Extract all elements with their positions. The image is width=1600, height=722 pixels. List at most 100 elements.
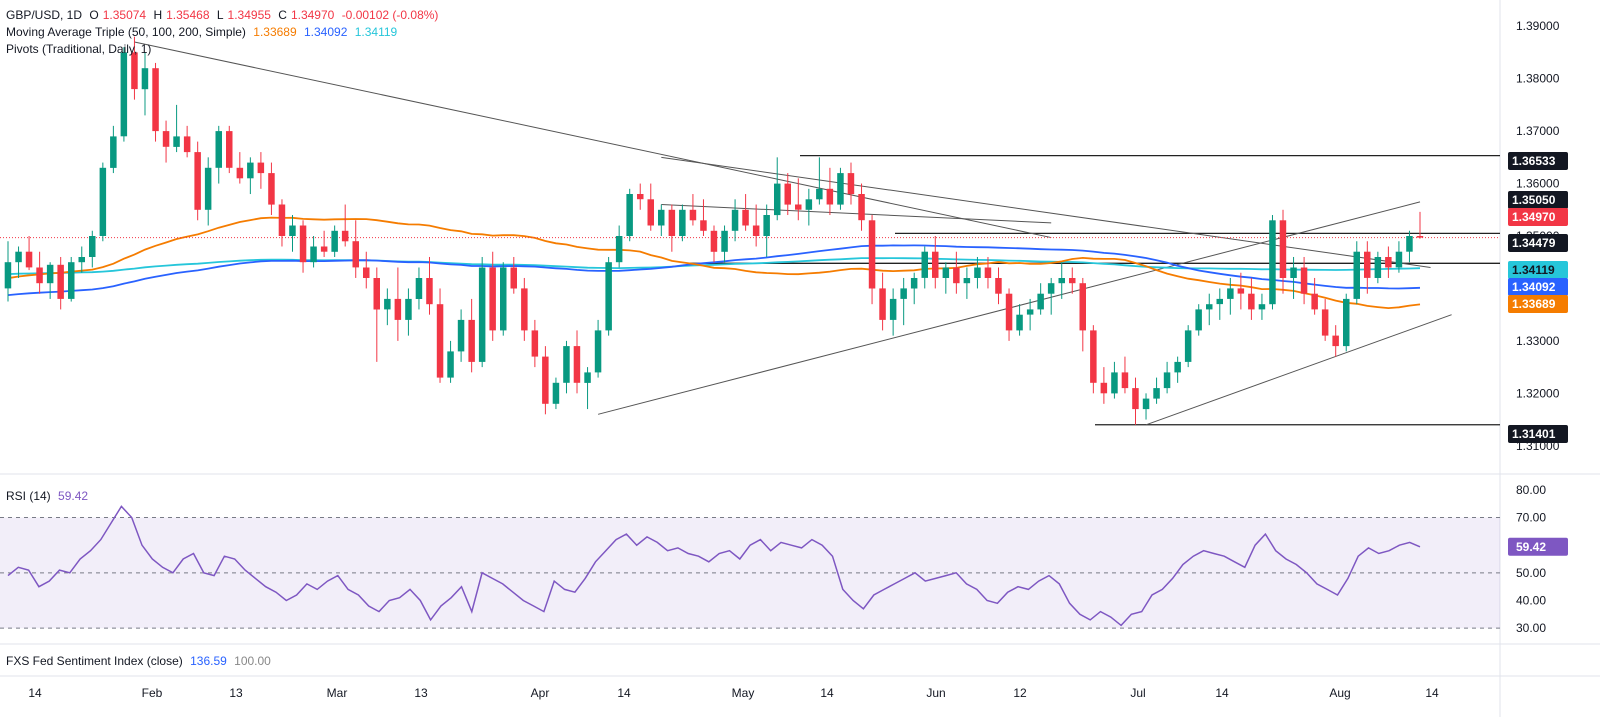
candle-body [1237, 288, 1245, 294]
candle-body [489, 267, 496, 331]
candle-body [963, 278, 971, 284]
candle-body [247, 162, 254, 179]
candle-body [4, 262, 12, 289]
candle-body [1258, 304, 1266, 310]
candle-body [299, 225, 307, 263]
ma50-line [7, 216, 1421, 310]
candle-body [1142, 398, 1150, 410]
rsi-legend: RSI (14) 59.42 [6, 489, 92, 504]
sentiment-value: 136.59 [190, 654, 227, 668]
price-label-text: 1.34970 [1512, 210, 1556, 224]
trendline-major-down [134, 41, 1052, 239]
candle-body [531, 330, 539, 357]
candle-body [1279, 220, 1287, 278]
rsi-label-box [1508, 537, 1568, 556]
candle-body [268, 173, 275, 205]
candle-body [1047, 283, 1055, 294]
candle-body [68, 262, 75, 299]
candle-body [584, 372, 591, 383]
candle-body [900, 288, 907, 299]
candle-body [1069, 278, 1076, 284]
candle-body [668, 209, 676, 236]
candle-body [1300, 267, 1308, 294]
candle-body [700, 220, 707, 231]
candle-body [1416, 236, 1424, 238]
price-label-text: 1.31401 [1512, 427, 1556, 441]
high-label: H [153, 8, 163, 22]
price-label-box [1508, 234, 1568, 252]
candle-body [1058, 278, 1065, 284]
open-value: 1.35074 [102, 8, 147, 22]
time-tick-label: 14 [820, 686, 834, 700]
sentiment-value-2: 100.00 [234, 654, 271, 668]
candle-body [1037, 293, 1044, 310]
candle-body [1269, 220, 1276, 305]
time-tick-label: Jun [926, 686, 945, 700]
candle-body [637, 194, 644, 200]
candle-body [110, 136, 117, 168]
candle-body [1111, 372, 1118, 394]
time-tick-label: 14 [1215, 686, 1229, 700]
price-label-box [1508, 208, 1568, 226]
price-label-text: 1.34119 [1512, 263, 1555, 277]
rsi-line [7, 505, 1421, 627]
price-tick-label: 1.36000 [1516, 177, 1560, 191]
candle-body [278, 204, 286, 236]
candle-body [36, 267, 43, 284]
candle-body [710, 230, 718, 252]
candle-body [731, 209, 739, 231]
candle-body [510, 267, 517, 289]
candle-body [974, 267, 981, 278]
candle-body [1227, 288, 1234, 299]
price-label-box [1508, 261, 1568, 279]
candle-body [1016, 314, 1023, 331]
candle-body [679, 209, 686, 236]
time-tick-label: 13 [414, 686, 428, 700]
trendline-channel-down [661, 156, 1431, 268]
candle-body [341, 230, 349, 242]
candle-body [626, 194, 633, 236]
candle-body [1174, 361, 1181, 373]
candle-body [837, 173, 844, 205]
ma100-line [7, 244, 1421, 296]
price-tick-label: 1.37000 [1516, 124, 1560, 138]
candle-body [763, 215, 770, 236]
candle-body [331, 230, 338, 252]
price-label-text: 1.33689 [1512, 297, 1556, 311]
price-label-text: 1.36533 [1512, 154, 1556, 168]
candle-body [289, 225, 296, 236]
candle-body [89, 236, 96, 257]
rsi-tick-label: 40.00 [1516, 594, 1546, 608]
candle-body [921, 251, 928, 278]
time-tick-label: 13 [229, 686, 243, 700]
sentiment-label: FXS Fed Sentiment Index (close) [6, 654, 183, 668]
candle-body [1195, 309, 1202, 331]
candle-body [141, 68, 149, 90]
candle-body [752, 225, 760, 236]
candle-body [847, 173, 855, 195]
time-tick-label: May [732, 686, 755, 700]
candle-body [1079, 283, 1086, 331]
candle-body [721, 230, 728, 252]
candle-body [573, 346, 581, 383]
rsi-tick-label: 70.00 [1516, 511, 1546, 525]
ohlc-legend: GBP/USD, 1D O 1.35074 H 1.35468 L 1.34955 C… [6, 8, 442, 23]
candle-body [858, 194, 865, 221]
candle-body [162, 131, 170, 147]
change-value: -0.00102 (-0.08%) [341, 8, 439, 22]
ma-label: Moving Average Triple (50, 100, 200, Sim… [6, 25, 246, 39]
candle-body [257, 162, 265, 174]
candle-body [131, 52, 138, 90]
candle-body [1026, 309, 1034, 315]
candle-body [415, 278, 423, 299]
candle-body [1353, 251, 1360, 299]
candle-body [1406, 236, 1413, 252]
candle-body [320, 246, 328, 252]
price-label-text: 1.34479 [1512, 236, 1556, 250]
candle-body [25, 251, 33, 268]
candle-body [826, 188, 834, 205]
candle-body [183, 136, 191, 153]
time-tick-label: 14 [617, 686, 631, 700]
candle-body [384, 298, 391, 310]
candle-body [204, 167, 212, 210]
